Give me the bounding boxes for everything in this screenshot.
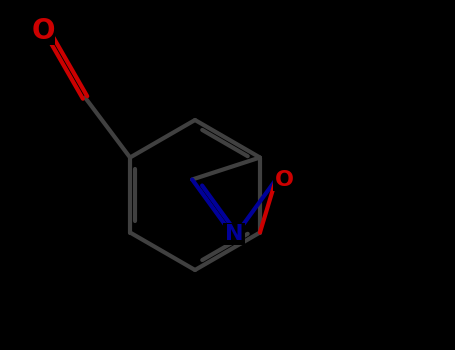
Text: O: O <box>274 169 293 189</box>
Text: N: N <box>225 224 243 244</box>
Text: O: O <box>32 17 55 45</box>
